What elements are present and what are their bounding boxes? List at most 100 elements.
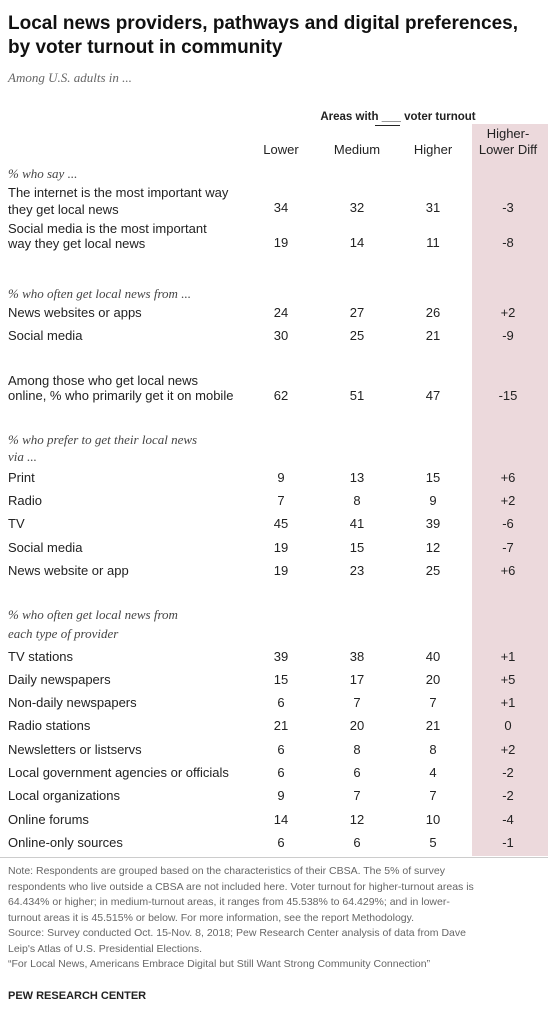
cell-value: 8: [353, 742, 361, 757]
row-label: Non-daily newspapers: [8, 695, 137, 710]
row-label: Newsletters or listservs: [8, 742, 142, 757]
cell-value: 15: [349, 540, 365, 555]
cell-value: 24: [273, 305, 289, 320]
cell-value: 10: [425, 812, 441, 827]
note: turnout areas it is 45.515% or below. Fo…: [8, 911, 415, 924]
diff-value: +6: [500, 470, 516, 485]
title: by voter turnout in community: [8, 37, 283, 58]
cell-value: 15: [425, 470, 441, 485]
row-label: TV stations: [8, 649, 74, 664]
row-label: Online-only sources: [8, 835, 123, 850]
diff-value: +2: [500, 493, 516, 508]
row-label: online, % who primarily get it on mobile: [8, 388, 234, 403]
cell-value: 6: [277, 742, 285, 757]
cell-value: 32: [349, 200, 365, 215]
cell-value: 45: [273, 516, 289, 531]
diff-value: -9: [502, 328, 514, 343]
row-label: way they get local news: [8, 236, 146, 251]
title: Local news providers, pathways and digit…: [8, 13, 518, 34]
diff-column-background: [472, 124, 548, 856]
cell-value: 27: [349, 305, 365, 320]
diff-value: -4: [502, 812, 514, 827]
cell-value: 13: [349, 470, 365, 485]
cell-value: 34: [273, 200, 289, 215]
section-heading: % who often get local news from: [8, 607, 178, 622]
row-label: Local organizations: [8, 788, 121, 803]
row-label: Print: [8, 470, 35, 485]
cell-value: 26: [425, 305, 441, 320]
cell-value: 19: [273, 563, 289, 578]
diff-value: -2: [502, 765, 514, 780]
column-header: Lower: [263, 142, 299, 157]
cell-value: 8: [429, 742, 437, 757]
row-label: Radio: [8, 493, 42, 508]
cell-value: 39: [425, 516, 441, 531]
column-header: Higher: [413, 142, 453, 157]
cell-value: 9: [277, 470, 285, 485]
cell-value: 38: [349, 649, 365, 664]
row-label: News website or app: [8, 563, 129, 578]
cell-value: 6: [353, 835, 361, 850]
section-heading: % who say ...: [8, 166, 78, 181]
diff-value: +5: [500, 672, 516, 687]
diff-value: +6: [500, 563, 516, 578]
cell-value: 7: [353, 788, 361, 803]
section-heading: each type of provider: [8, 626, 119, 641]
diff-header: Lower Diff: [478, 142, 538, 157]
row-label: Among those who get local news: [8, 373, 199, 388]
diff-value: -8: [502, 235, 514, 250]
cell-value: 21: [273, 718, 289, 733]
cell-value: 12: [425, 540, 441, 555]
row-label: they get local news: [8, 202, 119, 217]
cell-value: 14: [349, 235, 365, 250]
diff-header: Higher-: [486, 126, 530, 141]
diff-value: -2: [502, 788, 514, 803]
source-org: PEW RESEARCH CENTER: [8, 990, 147, 1002]
cell-value: 19: [273, 540, 289, 555]
cell-value: 6: [277, 835, 285, 850]
section-heading: via ...: [8, 449, 37, 464]
note: Note: Respondents are grouped based on t…: [8, 865, 445, 877]
diff-value: +2: [500, 742, 516, 757]
diff-value: 0: [504, 718, 512, 733]
cell-value: 5: [429, 835, 437, 850]
cell-value: 21: [425, 328, 441, 343]
cell-value: 20: [425, 672, 441, 687]
diff-value: +2: [500, 305, 516, 320]
diff-value: -7: [502, 540, 514, 555]
cell-value: 23: [349, 563, 365, 578]
blank-underline: [375, 125, 400, 126]
cell-value: 40: [425, 649, 441, 664]
cell-value: 31: [425, 200, 441, 215]
diff-value: +1: [500, 649, 516, 664]
row-label: News websites or apps: [8, 305, 142, 320]
diff-value: -1: [502, 835, 514, 850]
subtitle: Among U.S. adults in ...: [8, 70, 132, 85]
row-label: Social media: [8, 540, 83, 555]
cell-value: 8: [353, 493, 361, 508]
group-label: Areas with ___ voter turnout: [320, 111, 476, 123]
column-header: Medium: [333, 142, 381, 157]
cell-value: 62: [273, 388, 289, 403]
cell-value: 14: [273, 812, 289, 827]
section-heading: % who often get local news from ...: [8, 286, 191, 301]
cell-value: 30: [273, 328, 289, 343]
section-heading: % who prefer to get their local news: [8, 432, 198, 447]
row-label: TV: [8, 516, 25, 531]
cell-value: 25: [349, 328, 365, 343]
diff-value: -3: [502, 200, 514, 215]
cell-value: 39: [273, 649, 289, 664]
cell-value: 11: [426, 235, 440, 250]
cell-value: 47: [425, 388, 441, 403]
diff-value: +1: [500, 695, 516, 710]
note: “For Local News, Americans Embrace Digit…: [8, 958, 431, 970]
cell-value: 7: [353, 695, 361, 710]
cell-value: 7: [277, 493, 285, 508]
cell-value: 17: [349, 672, 365, 687]
row-label: Local government agencies or officials: [8, 765, 229, 780]
row-label: Radio stations: [8, 718, 91, 733]
note: respondents who live outside a CBSA are …: [8, 880, 474, 893]
cell-value: 7: [429, 788, 437, 803]
cell-value: 6: [277, 695, 285, 710]
